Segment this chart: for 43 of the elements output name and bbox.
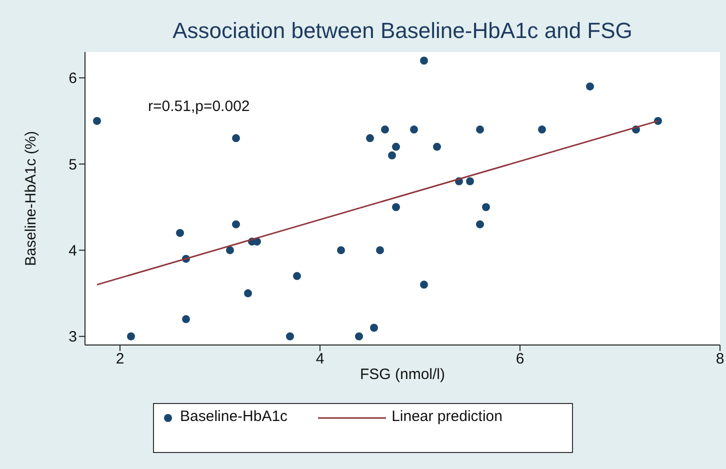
point <box>226 246 234 254</box>
point <box>410 126 418 134</box>
point <box>376 246 384 254</box>
point <box>538 126 546 134</box>
point <box>286 332 294 340</box>
point <box>293 272 301 280</box>
point <box>182 315 190 324</box>
point <box>476 126 484 134</box>
point <box>420 280 428 289</box>
point <box>586 82 594 90</box>
point <box>392 142 400 151</box>
point <box>388 151 396 160</box>
point <box>232 220 240 228</box>
point <box>370 324 378 332</box>
x-axis-title: FSG (nmol/l) <box>360 366 446 383</box>
x-tick-label: 4 <box>316 350 324 368</box>
legend-label: Baseline-HbA1c <box>180 408 288 425</box>
x-tick-label: 2 <box>116 350 124 368</box>
point <box>244 289 252 298</box>
chart-title: Association between Baseline-HbA1c and FSG <box>172 18 634 44</box>
point <box>127 332 135 340</box>
point <box>420 56 428 65</box>
y-tick-label: 4 <box>68 242 77 260</box>
point <box>482 203 490 212</box>
point <box>476 220 484 228</box>
legend-label: Linear prediction <box>392 408 502 425</box>
x-tick-label: 8 <box>716 350 724 368</box>
y-tick-label: 3 <box>68 328 77 346</box>
annotation: r=0.51,p=0.002 <box>148 98 250 115</box>
point <box>93 116 101 125</box>
point <box>355 332 363 340</box>
point <box>337 246 345 254</box>
y-tick-label: 5 <box>68 156 77 174</box>
x-tick-label: 6 <box>516 350 524 368</box>
y-axis-title: Baseline-HbA1c (%) <box>22 130 40 266</box>
point <box>232 134 240 142</box>
point <box>433 142 441 151</box>
y-tick-label: 6 <box>68 70 77 88</box>
point <box>466 177 474 186</box>
point <box>366 134 374 142</box>
point <box>381 126 389 134</box>
point <box>176 228 184 237</box>
point <box>392 203 400 212</box>
